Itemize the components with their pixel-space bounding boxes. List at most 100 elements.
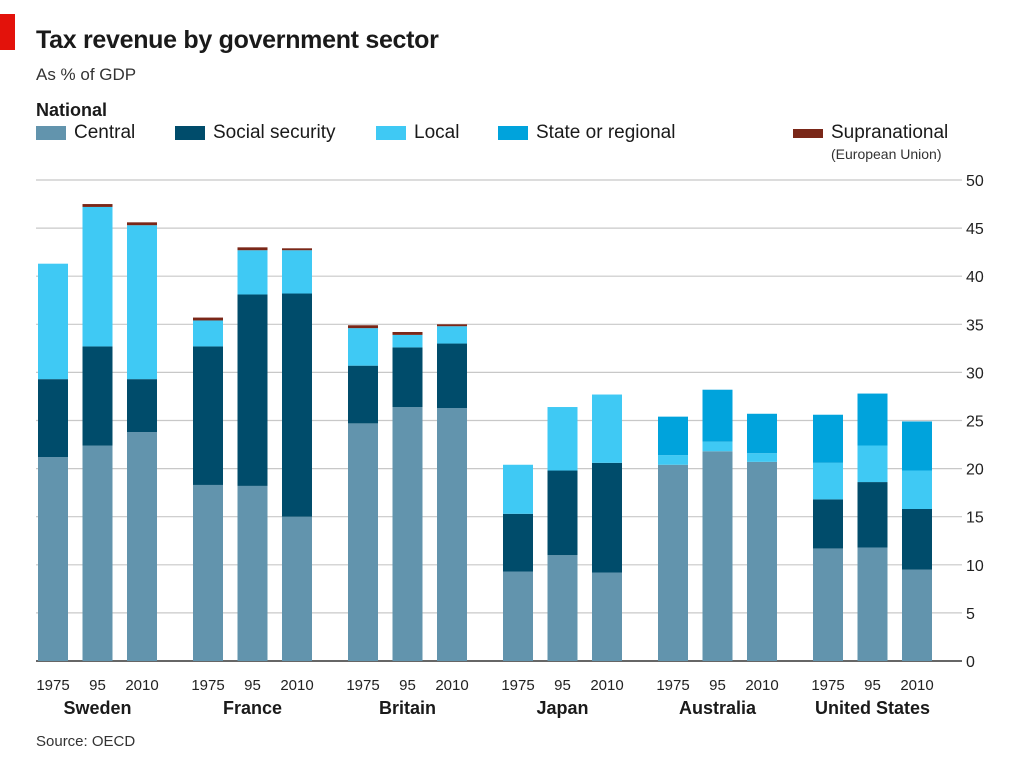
- chart-title: Tax revenue by government sector: [36, 26, 439, 54]
- legend-swatch-local: [376, 126, 406, 140]
- group-label: France: [223, 698, 282, 718]
- bar-segment-central: [237, 485, 268, 661]
- bar-segment-local: [813, 462, 843, 500]
- bar-segment-central: [127, 432, 157, 661]
- legend-item-local: Local: [376, 122, 459, 144]
- bar-segment-local: [547, 407, 578, 471]
- x-tick-label: 95: [399, 677, 416, 694]
- bar-segment-local: [348, 328, 378, 366]
- x-tick-label: 2010: [435, 677, 468, 694]
- bar-segment-local: [503, 464, 533, 514]
- bar-segment-supra: [348, 325, 378, 329]
- bar-segment-local: [127, 225, 157, 380]
- y-tick-label: 0: [966, 654, 975, 671]
- x-tick-label: 2010: [745, 677, 778, 694]
- bar-segment-local: [902, 470, 932, 510]
- bar-segment-state: [902, 421, 932, 471]
- bar-segment-state: [658, 416, 688, 456]
- bar-segment-central: [902, 569, 932, 661]
- x-tick-label: 2010: [590, 677, 623, 694]
- y-tick-label: 20: [966, 462, 984, 479]
- x-tick-label: 2010: [280, 677, 313, 694]
- bar-segment-central: [857, 547, 888, 661]
- legend-label-local: Local: [414, 122, 460, 143]
- y-tick-label: 35: [966, 317, 984, 334]
- bar-segment-local: [237, 250, 268, 295]
- y-tick-label: 30: [966, 365, 984, 382]
- bar-segment-central: [193, 484, 223, 661]
- group-label: Britain: [379, 698, 436, 718]
- x-tick-label: 95: [864, 677, 881, 694]
- y-tick-label: 45: [966, 221, 984, 238]
- y-tick-label: 50: [966, 173, 984, 190]
- bar-segment-supra: [82, 204, 113, 207]
- bar-segment-central: [82, 445, 113, 661]
- source-note: Source: OECD: [36, 733, 136, 750]
- group-label: United States: [815, 698, 930, 718]
- x-tick-label: 1975: [36, 677, 69, 694]
- x-tick-label: 2010: [125, 677, 158, 694]
- bar-segment-social: [503, 513, 533, 572]
- bar-segment-local: [82, 206, 113, 347]
- x-tick-label: 1975: [191, 677, 224, 694]
- legend-item-state-regional: State or regional: [498, 122, 675, 144]
- x-tick-label: 1975: [811, 677, 844, 694]
- bar-segment-central: [658, 464, 688, 661]
- x-tick-label: 1975: [346, 677, 379, 694]
- legend-swatch-social-security: [175, 126, 205, 140]
- x-tick-label: 95: [244, 677, 261, 694]
- bar-segment-central: [282, 516, 312, 661]
- bar-segment-central: [813, 548, 843, 661]
- bar-segment-central: [592, 572, 622, 661]
- bar-segment-social: [813, 499, 843, 549]
- bar-segment-central: [437, 407, 467, 661]
- bar-segment-social: [437, 343, 467, 408]
- legend-swatch-state-regional: [498, 126, 528, 140]
- legend-swatch-supranational: [793, 128, 823, 138]
- y-tick-label: 25: [966, 414, 984, 431]
- bar-segment-state: [813, 414, 843, 463]
- bar-segment-social: [857, 482, 888, 548]
- bar-segment-local: [38, 263, 68, 380]
- bar-segment-supra: [392, 331, 423, 335]
- bar-segment-central: [392, 407, 423, 661]
- bar-segment-central: [38, 457, 68, 661]
- legend-label-state-regional: State or regional: [536, 122, 676, 143]
- bar-segment-local: [658, 455, 688, 465]
- bar-segment-social: [237, 294, 268, 486]
- x-tick-label: 2010: [900, 677, 933, 694]
- bar-segment-central: [747, 461, 777, 661]
- bar-segment-supra: [193, 317, 223, 321]
- bar-segment-supra: [437, 324, 467, 327]
- bar-segment-state: [857, 393, 888, 446]
- legend-item-supranational: Supranational: [793, 122, 948, 144]
- bar-segment-local: [392, 334, 423, 348]
- legend-label-central: Central: [74, 122, 136, 143]
- bar-segment-central: [348, 423, 378, 661]
- x-tick-label: 95: [89, 677, 106, 694]
- bar-segment-local: [702, 441, 733, 452]
- y-tick-label: 15: [966, 510, 984, 527]
- legend-swatch-central: [36, 126, 66, 140]
- bar-segment-social: [38, 379, 68, 458]
- group-label: Australia: [679, 698, 757, 718]
- chart-subtitle: As % of GDP: [36, 65, 137, 84]
- legend-label-supranational: Supranational: [831, 122, 949, 143]
- bar-segment-local: [747, 453, 777, 462]
- x-tick-label: 95: [709, 677, 726, 694]
- y-tick-label: 40: [966, 269, 984, 286]
- y-tick-label: 5: [966, 606, 975, 623]
- bar-segment-local: [282, 250, 312, 294]
- bar-segment-central: [503, 571, 533, 661]
- legend-group-label: National: [36, 100, 108, 120]
- bar-segment-local: [857, 445, 888, 483]
- bar-segment-local: [193, 320, 223, 347]
- bar-segment-social: [348, 365, 378, 424]
- bar-segment-supra: [237, 247, 268, 251]
- x-tick-label: 95: [554, 677, 571, 694]
- bar-segment-central: [547, 555, 578, 661]
- bar-segment-state: [702, 389, 733, 442]
- bar-segment-state: [747, 413, 777, 454]
- bar-segment-supra: [127, 222, 157, 226]
